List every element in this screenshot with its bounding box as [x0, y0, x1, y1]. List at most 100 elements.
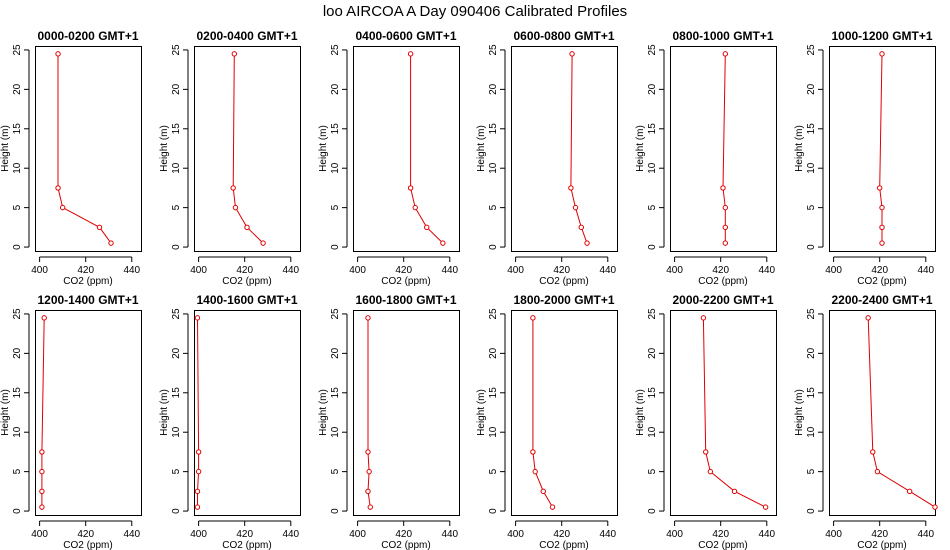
- plot-frame: [511, 310, 618, 516]
- panel-title: 2000-2200 GMT+1: [672, 293, 773, 307]
- data-point: [39, 468, 45, 475]
- y-tick-label: 5: [647, 468, 658, 474]
- y-tick-label: 0: [647, 508, 658, 514]
- x-tick-label: 440: [282, 529, 299, 540]
- data-point: [365, 315, 371, 321]
- y-tick-label: 5: [12, 204, 23, 210]
- y-tick-label: 15: [806, 123, 817, 135]
- data-point: [365, 449, 371, 455]
- y-tick-label: 15: [806, 387, 817, 399]
- data-point: [879, 204, 885, 211]
- x-tick-label: 400: [190, 265, 207, 276]
- x-tick-label: 400: [507, 529, 524, 540]
- plot-frame: [511, 46, 618, 252]
- y-tick-label: 20: [488, 83, 499, 95]
- panel-11: 2000-2200 GMT+1 400 420 440 CO2 (ppm) 0 5 10 15 2…: [635, 293, 777, 550]
- y-axis-label: Height (m): [476, 125, 487, 172]
- plot-frame: [829, 310, 936, 516]
- panel-9: 1600-1800 GMT+1 400 420 440 CO2 (ppm) 0 5 10 15 2…: [318, 293, 460, 550]
- y-tick-label: 15: [488, 123, 499, 135]
- x-axis-label: CO2 (ppm): [381, 540, 430, 550]
- data-point: [722, 51, 729, 57]
- plot-frame: [35, 310, 142, 516]
- data-point: [407, 185, 414, 191]
- x-tick-label: 400: [507, 265, 524, 276]
- y-tick-label: 0: [647, 244, 658, 250]
- panel-title: 0400-0600 GMT+1: [355, 29, 456, 43]
- data-point: [39, 449, 45, 455]
- y-tick-label: 15: [12, 123, 23, 135]
- data-point: [195, 468, 202, 475]
- panel-1: 0000-0200 GMT+1 400 420 440 CO2 (ppm) 0 5 10 15 2…: [0, 29, 142, 287]
- data-point: [244, 224, 250, 231]
- x-tick-label: 440: [758, 529, 775, 540]
- y-tick-label: 5: [171, 468, 182, 474]
- x-tick-label: 440: [599, 529, 616, 540]
- data-point: [876, 185, 883, 191]
- data-point: [231, 51, 238, 57]
- plot-frame: [353, 46, 460, 252]
- y-tick-label: 15: [488, 387, 499, 399]
- x-axis-label: CO2 (ppm): [222, 540, 271, 550]
- y-tick-label: 10: [488, 162, 499, 174]
- x-tick-label: 440: [917, 529, 934, 540]
- x-tick-label: 440: [758, 265, 775, 276]
- data-point: [906, 488, 913, 495]
- data-point: [96, 224, 103, 231]
- data-point: [407, 51, 414, 57]
- y-tick-label: 20: [12, 347, 23, 359]
- data-point: [39, 488, 45, 495]
- x-tick-label: 420: [871, 529, 888, 540]
- y-tick-label: 0: [171, 244, 182, 250]
- data-point: [530, 315, 536, 321]
- panel-title: 1200-1400 GMT+1: [37, 293, 138, 307]
- panel-5: 0800-1000 GMT+1 400 420 440 CO2 (ppm) 0 5 10 15 2…: [635, 29, 777, 287]
- data-point: [572, 204, 579, 211]
- plot-frame: [194, 46, 301, 252]
- y-tick-label: 0: [330, 508, 341, 514]
- x-tick-label: 400: [190, 529, 207, 540]
- data-point: [39, 504, 45, 510]
- y-tick-label: 25: [12, 44, 23, 56]
- data-point: [412, 204, 418, 211]
- x-tick-label: 400: [31, 265, 48, 276]
- y-tick-label: 10: [647, 162, 658, 174]
- y-tick-label: 25: [171, 308, 182, 320]
- plot-frame: [670, 46, 777, 252]
- panel-3: 0400-0600 GMT+1 400 420 440 CO2 (ppm) 0 5 10 15 2…: [318, 29, 460, 287]
- x-tick-label: 420: [712, 529, 729, 540]
- x-tick-label: 400: [825, 265, 842, 276]
- x-tick-label: 440: [441, 529, 458, 540]
- data-point: [108, 240, 114, 246]
- x-axis-label: CO2 (ppm): [698, 540, 747, 550]
- y-tick-label: 0: [12, 244, 23, 250]
- panel-title: 1600-1800 GMT+1: [355, 293, 456, 307]
- data-point: [260, 240, 266, 246]
- y-tick-label: 15: [171, 387, 182, 399]
- panel-title: 0800-1000 GMT+1: [672, 29, 773, 43]
- y-tick-label: 0: [488, 508, 499, 514]
- data-point: [532, 468, 538, 475]
- y-tick-label: 15: [330, 123, 341, 135]
- y-axis-label: Height (m): [159, 389, 170, 436]
- y-tick-label: 25: [330, 44, 341, 56]
- y-axis-label: Height (m): [318, 125, 329, 172]
- plot-frame: [194, 310, 301, 516]
- x-tick-label: 420: [712, 265, 729, 276]
- y-axis-label: Height (m): [635, 389, 646, 436]
- x-axis-label: CO2 (ppm): [381, 276, 430, 287]
- data-point: [59, 204, 66, 211]
- panel-6: 1000-1200 GMT+1 400 420 440 CO2 (ppm) 0 5 10 15 2…: [794, 29, 936, 287]
- y-axis-label: Height (m): [159, 125, 170, 172]
- data-point: [879, 51, 885, 57]
- x-axis-label: CO2 (ppm): [698, 276, 747, 287]
- figure-title: loo AIRCOA A Day 090406 Calibrated Profi…: [323, 3, 627, 20]
- y-tick-label: 5: [330, 204, 341, 210]
- y-tick-label: 0: [330, 244, 341, 250]
- x-tick-label: 400: [349, 265, 366, 276]
- x-tick-label: 440: [599, 265, 616, 276]
- x-tick-label: 420: [77, 265, 94, 276]
- data-point: [530, 449, 536, 455]
- panel-title: 0600-0800 GMT+1: [513, 29, 614, 43]
- y-tick-label: 10: [647, 426, 658, 438]
